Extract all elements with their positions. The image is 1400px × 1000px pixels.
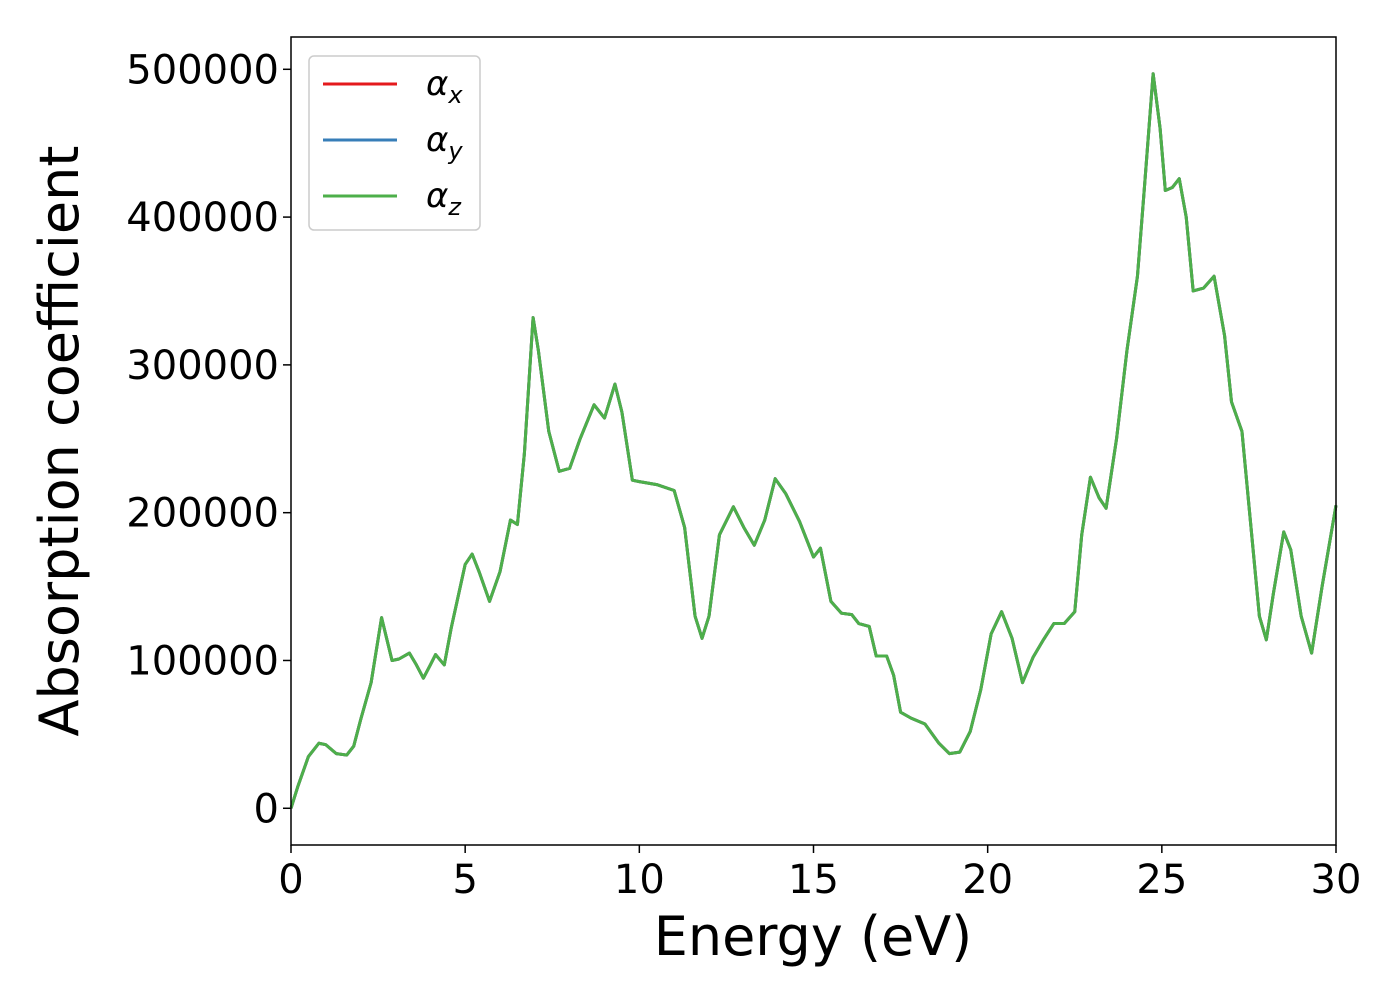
x-tick-label: 30: [1311, 857, 1362, 903]
y-tick-label: 300000: [126, 343, 279, 389]
legend-label: αz: [426, 176, 462, 221]
y-tick-label: 400000: [126, 195, 279, 241]
x-tick-label: 25: [1136, 857, 1187, 903]
x-axis-label: Energy (eV): [654, 905, 973, 968]
y-tick-label: 0: [254, 786, 279, 832]
legend-box: [308, 55, 481, 231]
legend-label: αy: [426, 120, 463, 165]
x-tick-label: 0: [278, 857, 303, 903]
legend-label: αx: [426, 64, 463, 109]
y-tick-label: 100000: [126, 638, 279, 684]
y-axis-label: Absorption coefficient: [28, 146, 91, 737]
x-tick-label: 10: [614, 857, 665, 903]
series-line: [289, 72, 1338, 809]
x-tick-label: 20: [962, 857, 1013, 903]
x-tick-label: 5: [452, 857, 477, 903]
y-tick-label: 200000: [126, 491, 279, 537]
legend: αx αy αz: [308, 55, 481, 231]
plot-frame: [290, 36, 1337, 846]
y-tick-label: 500000: [126, 47, 279, 93]
x-tick-label: 15: [788, 857, 839, 903]
